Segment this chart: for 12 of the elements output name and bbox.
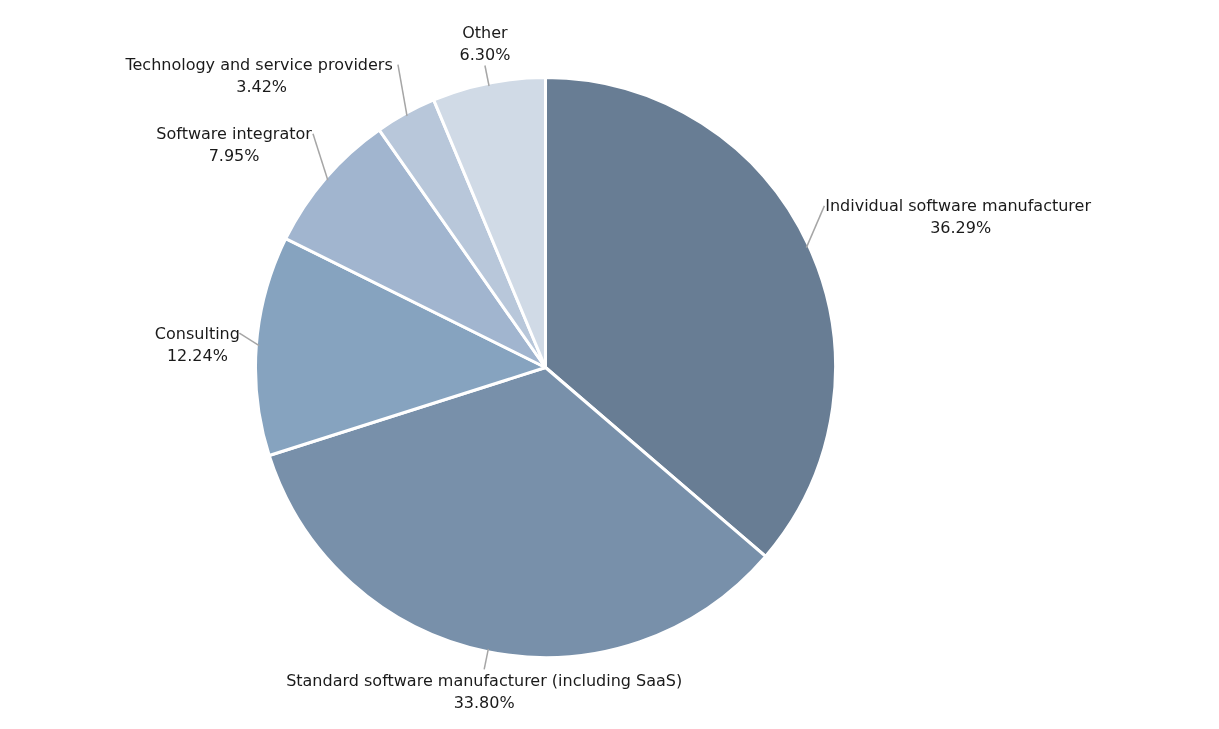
- slice-label: Individual software manufacturer: [825, 196, 1092, 216]
- data-label: 33.80%: [453, 692, 515, 712]
- slice-label: Technology and service providers: [124, 55, 393, 75]
- data-label: 6.30%: [459, 45, 511, 65]
- slice-label: Other: [462, 23, 509, 43]
- slice-label: Consulting: [154, 323, 240, 343]
- slice-label: Software integrator: [156, 124, 313, 144]
- data-label: 36.29%: [930, 218, 992, 238]
- slice-label: Standard software manufacturer (including SaaS): [286, 670, 683, 690]
- data-label: 12.24%: [166, 345, 228, 365]
- data-label: 7.95%: [208, 146, 260, 166]
- data-label: 3.42%: [236, 77, 288, 97]
